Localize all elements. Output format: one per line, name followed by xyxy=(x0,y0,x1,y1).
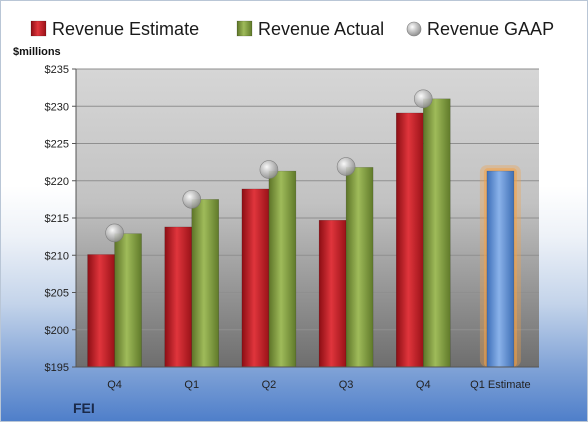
y-tick-label: $205 xyxy=(45,288,69,300)
bars xyxy=(87,98,521,368)
x-tick-label: Q1 Estimate xyxy=(470,379,531,391)
bar-revenue-estimate xyxy=(87,254,115,368)
y-tick-label: $230 xyxy=(45,101,69,113)
bar-revenue-actual xyxy=(114,233,142,368)
y-axis-unit-label: $millions xyxy=(13,46,61,58)
y-tick-label: $210 xyxy=(45,250,69,262)
legend-label-revenue-actual: Revenue Actual xyxy=(258,19,384,39)
legend-swatch-revenue-gaap xyxy=(406,21,422,37)
x-axis-ticks: Q4 Q1 Q2 Q3 Q4 Q1 Estimate xyxy=(76,366,539,391)
bar-revenue-estimate xyxy=(241,188,270,368)
gaap-marker xyxy=(259,160,279,179)
legend-swatch-revenue-estimate xyxy=(30,20,47,37)
gaap-marker xyxy=(413,89,433,109)
bar-q1-estimate xyxy=(486,170,515,368)
y-tick-label: $225 xyxy=(45,139,69,151)
company-label: FEI xyxy=(73,400,95,416)
y-tick-label: $195 xyxy=(45,362,69,374)
legend-swatch-revenue-actual xyxy=(236,20,253,37)
bar-revenue-estimate xyxy=(164,226,192,368)
y-tick-label: $200 xyxy=(45,325,69,337)
legend: Revenue Estimate Revenue Actual Revenue GA… xyxy=(30,19,554,39)
bar-revenue-actual xyxy=(345,167,374,368)
gaap-marker xyxy=(182,190,202,209)
bar-revenue-actual xyxy=(268,170,297,368)
gaap-markers xyxy=(105,89,433,243)
y-tick-label: $220 xyxy=(45,176,69,188)
y-tick-label: $235 xyxy=(45,64,69,76)
y-axis-ticks: $195 $200 $205 $210 $215 $220 $225 $230 $235 xyxy=(45,64,77,374)
x-tick-label: Q1 xyxy=(184,379,199,391)
legend-label-revenue-gaap: Revenue GAAP xyxy=(427,19,554,39)
y-tick-label: $215 xyxy=(45,213,69,225)
bar-revenue-estimate xyxy=(396,112,424,368)
bar-revenue-actual xyxy=(423,98,451,368)
legend-label-revenue-estimate: Revenue Estimate xyxy=(52,19,199,39)
x-tick-label: Q4 xyxy=(107,379,122,391)
bar-revenue-actual xyxy=(191,199,219,368)
gaap-marker xyxy=(105,223,124,243)
x-tick-label: Q2 xyxy=(262,379,277,391)
gaap-marker xyxy=(336,157,356,176)
x-tick-label: Q4 xyxy=(416,379,431,391)
x-tick-label: Q3 xyxy=(339,379,354,391)
bar-revenue-estimate xyxy=(318,219,347,368)
